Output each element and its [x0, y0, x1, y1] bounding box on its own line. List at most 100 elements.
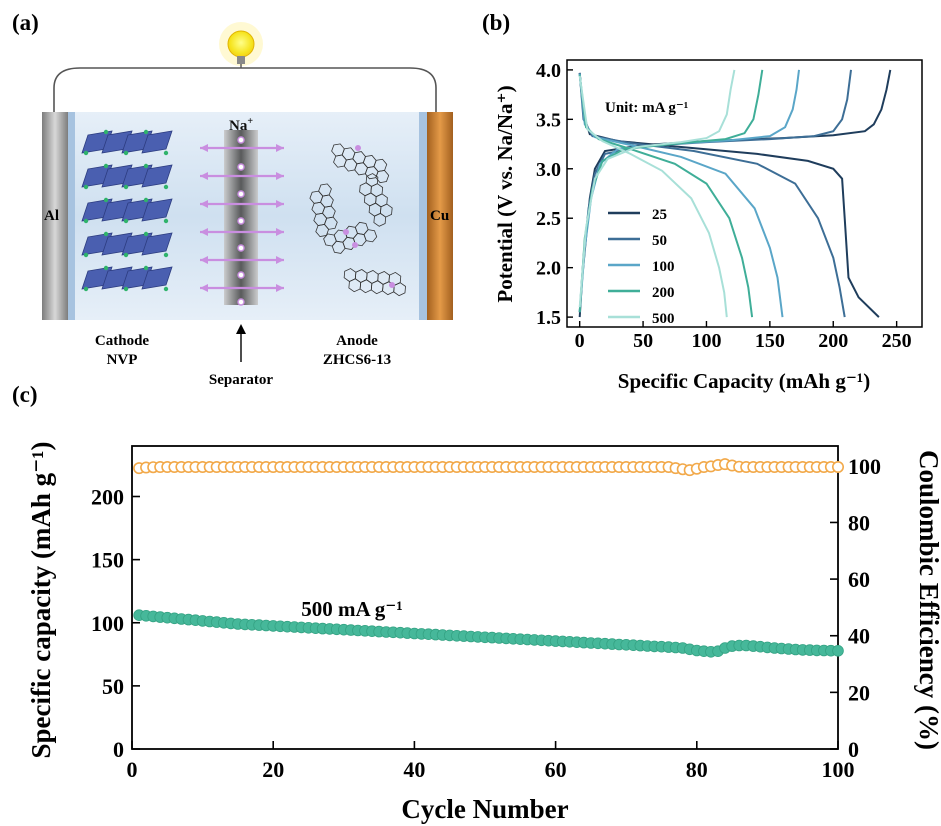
- carbon-hexagon-sheets: [309, 143, 406, 297]
- arrow-right-icon: [276, 256, 284, 264]
- oxygen-atom: [143, 231, 149, 237]
- plot-frame-c: [131, 445, 839, 750]
- anode-label-2: ZHCS6-13: [323, 352, 391, 368]
- light-bulb-icon: [219, 22, 263, 68]
- sodium-ion: [355, 145, 361, 151]
- plot-frame-b: [566, 59, 923, 328]
- y-tick-label-b: 2.5: [536, 208, 561, 230]
- y-tick-label-b: 3.0: [536, 159, 561, 181]
- oxygen-atom: [143, 265, 149, 271]
- arrow-right-icon: [276, 172, 284, 180]
- capacity-point: [832, 644, 844, 657]
- y-tick-label-b: 3.5: [536, 109, 561, 131]
- cu-label: Cu: [430, 208, 449, 224]
- sodium-ion: [343, 229, 349, 235]
- anode-layer: [419, 112, 428, 320]
- x-tick-label-c: 100: [822, 757, 855, 782]
- oxygen-atom: [163, 184, 169, 190]
- arrow-right-icon: [276, 284, 284, 292]
- x-tick-label-b: 200: [818, 330, 848, 352]
- sodium-ion: [237, 298, 245, 306]
- arrow-up-icon: [236, 324, 246, 362]
- y-tick-label-c: 0: [113, 737, 124, 762]
- x-tick-label-c: 40: [403, 757, 425, 782]
- y-axis-title-b: Potential (V vs. Na/Na⁺): [493, 85, 517, 302]
- y2-axis-title-c: Coulombic Efficiency (%): [914, 450, 941, 750]
- oxygen-atom: [163, 150, 169, 156]
- legend-b: 25 50 100 200 500: [608, 207, 675, 327]
- cathode-label-2: NVP: [107, 352, 138, 368]
- legend-label-100: 100: [652, 259, 675, 275]
- sodium-ion: [237, 217, 245, 225]
- ce-point: [831, 460, 844, 473]
- legend-label-50: 50: [652, 233, 667, 249]
- oxygen-atom: [143, 129, 149, 135]
- hexagon-ring: [375, 170, 390, 184]
- y-tick-label-c: 100: [91, 611, 124, 636]
- sodium-ion: [352, 242, 358, 248]
- nvp-polyhedron: [141, 198, 173, 222]
- graphene-sheet: [359, 173, 393, 227]
- arrow-left-icon: [200, 172, 208, 180]
- oxygen-atom: [163, 218, 169, 224]
- legend-label-200: 200: [652, 285, 675, 301]
- nvp-polyhedron: [141, 266, 173, 290]
- battery-schematic: (a) Al Cu Na+ Cathode NVP Anode ZHCS6-13: [12, 10, 453, 388]
- curve-500-charge: [578, 69, 736, 308]
- arrow-right-icon: [276, 228, 284, 236]
- x-axis-title-b: Specific Capacity (mAh g⁻¹): [618, 369, 870, 393]
- x-tick-label-c: 0: [127, 757, 138, 782]
- sodium-ion: [237, 190, 245, 198]
- y2-tick-label-c: 80: [848, 510, 870, 535]
- y-axis-title-c: Specific capacity (mAh g⁻¹): [26, 441, 56, 758]
- graphene-sheet: [331, 143, 390, 184]
- oxygen-atom: [103, 129, 109, 135]
- x-tick-label-b: 0: [575, 330, 585, 352]
- circuit-wire: [53, 67, 437, 112]
- curve-25-discharge: [578, 72, 880, 318]
- y-tick-label-b: 1.5: [536, 307, 561, 329]
- points-c: [133, 458, 844, 658]
- oxygen-atom: [83, 286, 89, 292]
- hexagon-ring: [373, 212, 387, 227]
- nvp-polyhedron: [141, 232, 173, 256]
- oxygen-atom: [103, 265, 109, 271]
- arrow-left-icon: [200, 256, 208, 264]
- oxygen-atom: [143, 197, 149, 203]
- curves-b: [578, 69, 892, 318]
- panel-c-label: (c): [12, 382, 38, 407]
- x-tick-label-c: 20: [262, 757, 284, 782]
- unit-annotation: Unit: mA g⁻¹: [605, 100, 688, 116]
- nvp-crystal-structure: [81, 129, 173, 292]
- y-tick-label-c: 200: [91, 485, 124, 510]
- oxygen-atom: [103, 163, 109, 169]
- arrow-left-icon: [200, 200, 208, 208]
- legend-label-500: 500: [652, 311, 675, 327]
- y2-tick-label-c: 0: [848, 737, 859, 762]
- sodium-ion-arrows: [200, 136, 284, 306]
- oxygen-atom: [83, 218, 89, 224]
- curve-500-discharge: [578, 75, 728, 318]
- x-tick-label-b: 250: [882, 330, 912, 352]
- oxygen-atom: [123, 252, 129, 258]
- graphene-sheet: [323, 221, 378, 254]
- sodium-ion: [237, 136, 245, 144]
- y2-tick-label-c: 40: [848, 624, 870, 649]
- graphene-sheet: [309, 183, 338, 238]
- cathode-label-1: Cathode: [95, 333, 150, 349]
- oxygen-atom: [163, 252, 169, 258]
- y2-tick-label-c: 100: [848, 454, 881, 479]
- legend-label-25: 25: [652, 207, 667, 223]
- oxygen-atom: [83, 184, 89, 190]
- y-tick-label-c: 50: [102, 674, 124, 699]
- hexagon-ring: [363, 229, 378, 243]
- cycling-chart: (c) 0 20 40 60 80 100050100150200020406080100…: [12, 382, 941, 824]
- oxygen-atom: [123, 218, 129, 224]
- oxygen-atom: [163, 286, 169, 292]
- aluminum-collector: [42, 112, 68, 320]
- x-tick-label-b: 150: [755, 330, 785, 352]
- arrow-left-icon: [200, 228, 208, 236]
- axes-b: 0 50 100 150 200 250 1.5 2.0 2.5 3.0 3.5 4.0: [536, 60, 912, 352]
